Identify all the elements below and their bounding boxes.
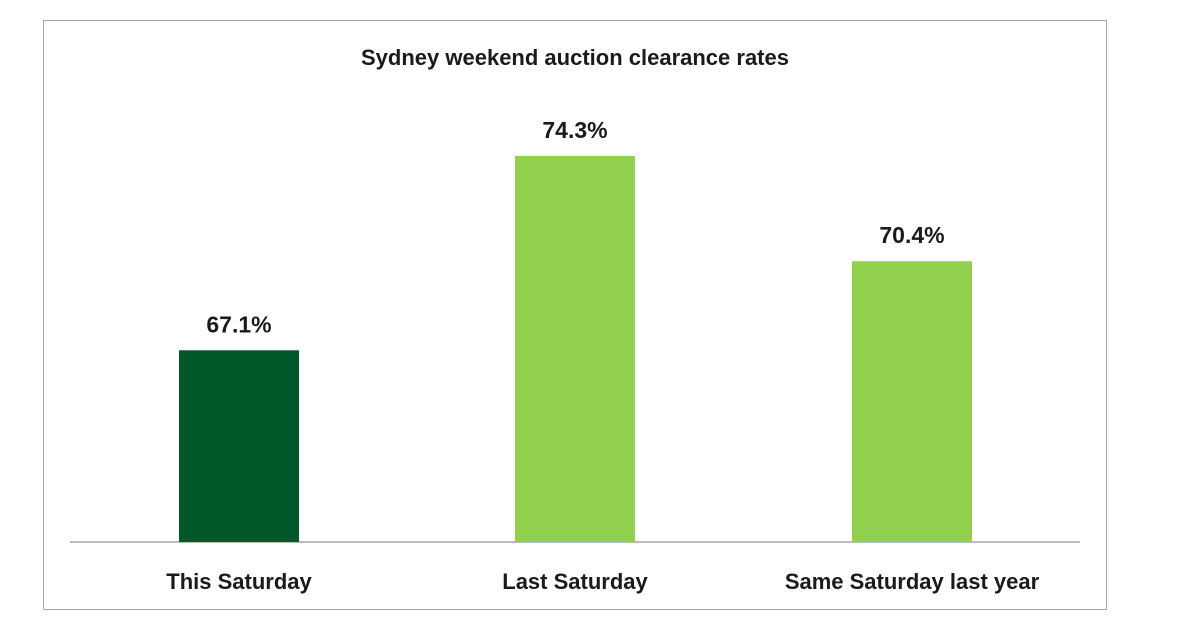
bar-3 [852, 261, 972, 542]
category-label-2: Last Saturday [502, 569, 648, 594]
category-label-3: Same Saturday last year [785, 569, 1040, 594]
category-label-1: This Saturday [166, 569, 312, 594]
bars-layer [179, 155, 972, 542]
chart-title: Sydney weekend auction clearance rates [361, 45, 789, 70]
data-label-3: 70.4% [879, 222, 944, 248]
category-ticks-layer: This Saturday Last Saturday Same Saturday … [166, 569, 1039, 594]
data-labels-layer: 67.1% 74.3% 70.4% [206, 117, 944, 337]
data-label-1: 67.1% [206, 311, 271, 337]
data-label-2: 74.3% [542, 117, 607, 143]
bar-2 [515, 155, 635, 542]
bar-1 [179, 350, 299, 542]
